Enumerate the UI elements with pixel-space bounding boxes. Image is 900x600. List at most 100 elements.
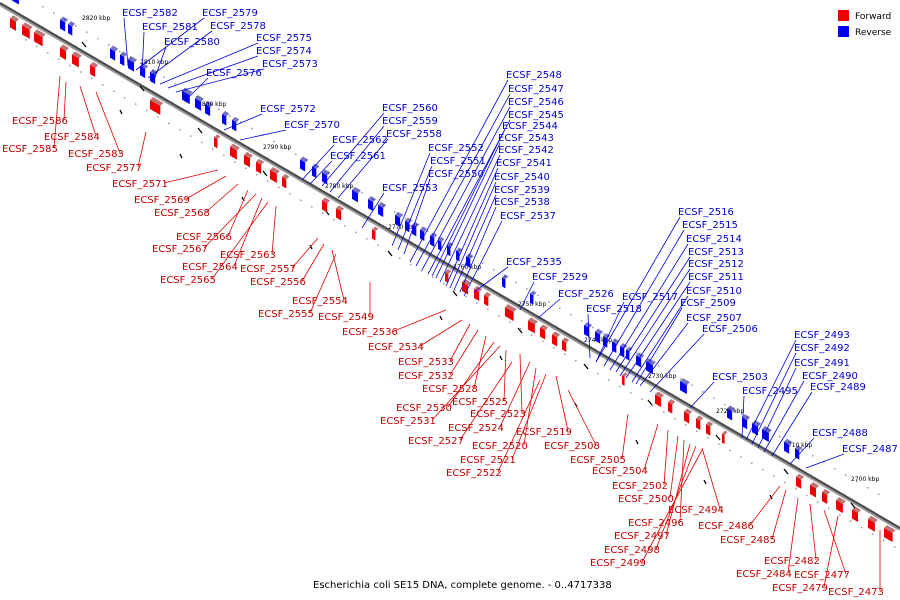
gene-label[interactable]: ECSF_2550 (428, 169, 484, 180)
gene-label[interactable]: ECSF_2511 (688, 272, 744, 283)
reverse-gene-block[interactable] (727, 405, 736, 421)
gene-label[interactable]: ECSF_2543 (498, 133, 554, 144)
reverse-gene-block[interactable] (128, 56, 138, 72)
gene-label[interactable]: ECSF_2551 (430, 156, 486, 167)
forward-gene-block[interactable] (90, 61, 99, 77)
gene-label[interactable]: ECSF_2509 (680, 298, 736, 309)
gene-label[interactable]: ECSF_2521 (460, 455, 516, 466)
gene-label[interactable]: ECSF_2508 (544, 441, 600, 452)
gene-label[interactable]: ECSF_2574 (256, 46, 312, 57)
reverse-gene-block[interactable] (742, 414, 751, 430)
reverse-gene-block[interactable] (312, 163, 320, 178)
gene-label[interactable]: ECSF_2553 (382, 183, 438, 194)
forward-gene-block[interactable] (706, 421, 714, 436)
reverse-gene-block[interactable] (784, 438, 793, 454)
gene-label[interactable]: ECSF_2540 (494, 172, 550, 183)
gene-label[interactable]: ECSF_2498 (604, 545, 660, 556)
gene-label[interactable]: ECSF_2514 (686, 234, 742, 245)
gene-label[interactable]: ECSF_2563 (220, 250, 276, 261)
gene-label[interactable]: ECSF_2534 (368, 342, 424, 353)
gene-label[interactable]: ECSF_2582 (122, 8, 178, 19)
reverse-gene-block[interactable] (530, 290, 537, 305)
gene-label[interactable]: ECSF_2529 (532, 272, 588, 283)
forward-gene-block[interactable] (484, 291, 492, 307)
gene-label[interactable]: ECSF_2494 (668, 505, 724, 516)
gene-label[interactable]: ECSF_2513 (688, 247, 744, 258)
reverse-gene-block[interactable] (368, 196, 377, 212)
gene-label[interactable]: ECSF_2505 (570, 455, 626, 466)
gene-label[interactable]: ECSF_2567 (152, 244, 208, 255)
forward-gene-block[interactable] (540, 324, 549, 340)
reverse-gene-block[interactable] (300, 156, 309, 172)
gene-label[interactable]: ECSF_2579 (202, 8, 258, 19)
gene-label[interactable]: ECSF_2510 (686, 286, 742, 297)
gene-label[interactable]: ECSF_2503 (712, 372, 768, 383)
forward-gene-block[interactable] (696, 415, 704, 430)
forward-gene-block[interactable] (810, 481, 820, 498)
reverse-gene-block[interactable] (68, 21, 76, 36)
gene-label[interactable]: ECSF_2536 (342, 327, 398, 338)
gene-label[interactable]: ECSF_2499 (590, 558, 646, 569)
gene-label[interactable]: ECSF_2548 (506, 70, 562, 81)
forward-gene-block[interactable] (836, 497, 846, 514)
gene-label[interactable]: ECSF_2488 (812, 428, 868, 439)
gene-label[interactable]: ECSF_2479 (772, 583, 828, 594)
gene-label[interactable]: ECSF_2555 (258, 309, 314, 320)
gene-label[interactable]: ECSF_2581 (142, 22, 198, 33)
gene-label[interactable]: ECSF_2571 (112, 179, 168, 190)
forward-gene-block[interactable] (884, 525, 896, 543)
reverse-gene-block[interactable] (456, 247, 463, 262)
reverse-gene-block[interactable] (438, 236, 445, 251)
gene-label[interactable]: ECSF_2473 (828, 587, 884, 598)
reverse-gene-block[interactable] (680, 378, 690, 395)
gene-label[interactable]: ECSF_2486 (698, 521, 754, 532)
gene-label[interactable]: ECSF_2539 (494, 185, 550, 196)
gene-label[interactable]: ECSF_2570 (284, 120, 340, 131)
gene-label[interactable]: ECSF_2577 (86, 163, 142, 174)
gene-label[interactable]: ECSF_2528 (422, 384, 478, 395)
reverse-gene-block[interactable] (12, 0, 22, 5)
gene-label[interactable]: ECSF_2583 (68, 149, 124, 160)
gene-label[interactable]: ECSF_2558 (386, 129, 442, 140)
forward-gene-block[interactable] (244, 151, 254, 168)
gene-label[interactable]: ECSF_2524 (448, 423, 504, 434)
gene-label[interactable]: ECSF_2512 (688, 259, 744, 270)
forward-gene-block[interactable] (622, 372, 628, 386)
gene-label[interactable]: ECSF_2526 (558, 289, 614, 300)
reverse-gene-block[interactable] (140, 63, 149, 79)
gene-label[interactable]: ECSF_2506 (702, 324, 758, 335)
forward-gene-block[interactable] (60, 44, 70, 60)
gene-label[interactable]: ECSF_2541 (496, 158, 552, 169)
gene-label[interactable]: ECSF_2573 (262, 59, 318, 70)
reverse-gene-block[interactable] (110, 45, 119, 61)
gene-label[interactable]: ECSF_2489 (810, 382, 866, 393)
forward-gene-block[interactable] (722, 430, 728, 445)
reverse-gene-block[interactable] (752, 420, 762, 436)
forward-gene-block[interactable] (270, 166, 280, 183)
gene-label[interactable]: ECSF_2559 (382, 116, 438, 127)
gene-label[interactable]: ECSF_2564 (182, 262, 238, 273)
reverse-gene-block[interactable] (466, 253, 474, 268)
gene-label[interactable]: ECSF_2568 (154, 208, 210, 219)
gene-label[interactable]: ECSF_2491 (794, 358, 850, 369)
forward-gene-block[interactable] (822, 488, 831, 504)
forward-gene-block[interactable] (474, 285, 483, 301)
gene-label[interactable]: ECSF_2492 (794, 343, 850, 354)
reverse-gene-block[interactable] (412, 221, 420, 237)
gene-label[interactable]: ECSF_2578 (210, 21, 266, 32)
reverse-gene-block[interactable] (60, 16, 69, 32)
forward-gene-block[interactable] (22, 22, 33, 39)
gene-label[interactable]: ECSF_2490 (802, 371, 858, 382)
reverse-gene-block[interactable] (502, 274, 509, 289)
forward-gene-block[interactable] (868, 515, 878, 532)
reverse-gene-block[interactable] (120, 51, 128, 66)
forward-gene-block[interactable] (562, 337, 570, 352)
gene-label[interactable]: ECSF_2552 (428, 143, 484, 154)
gene-label[interactable]: ECSF_2477 (794, 570, 850, 581)
gene-label[interactable]: ECSF_2561 (330, 151, 386, 162)
reverse-gene-block[interactable] (595, 328, 604, 344)
gene-label[interactable]: ECSF_2525 (452, 397, 508, 408)
gene-label[interactable]: ECSF_2580 (164, 37, 220, 48)
reverse-gene-block[interactable] (584, 322, 593, 338)
forward-gene-block[interactable] (684, 408, 693, 424)
